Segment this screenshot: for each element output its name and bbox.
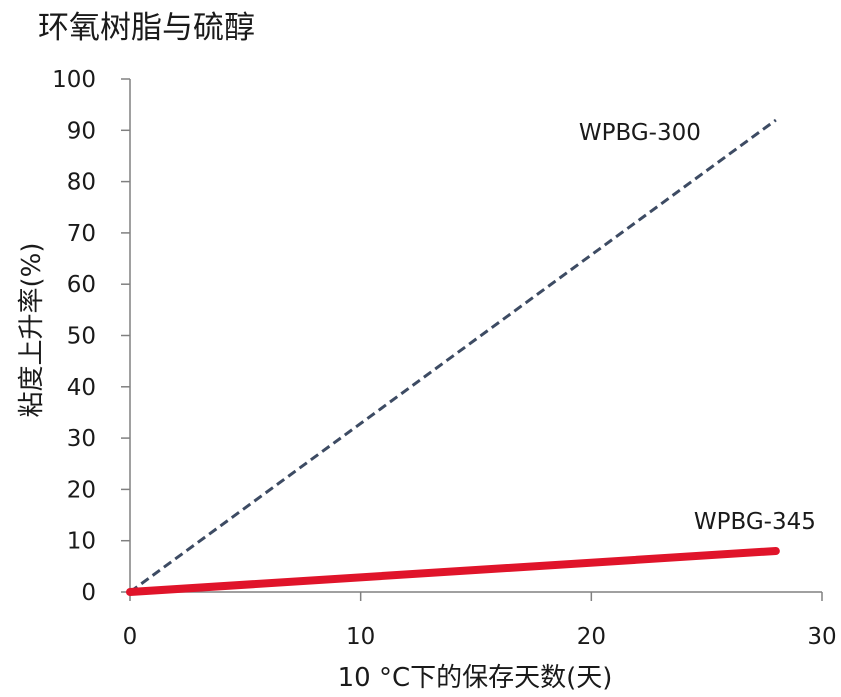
series-line-wpbg-300	[129, 118, 777, 594]
x-axis-title: 10 °C下的保存天数(天)	[338, 663, 613, 693]
x-tick-label: 0	[123, 624, 138, 650]
x-tick-label: 20	[577, 624, 606, 650]
series-line-wpbg-345	[126, 546, 780, 596]
y-tick-label: 30	[67, 426, 96, 452]
series-label: WPBG-300	[579, 120, 701, 146]
series-labels: WPBG-300 WPBG-345	[579, 120, 816, 535]
y-tick-label: 60	[67, 272, 96, 298]
y-tick-label: 20	[67, 477, 96, 503]
y-tick-label: 40	[67, 375, 96, 401]
y-tick-label: 90	[67, 118, 96, 144]
y-tick-label: 70	[67, 221, 96, 247]
y-tick-label: 80	[67, 170, 96, 196]
chart-title: 环氧树脂与硫醇	[38, 10, 255, 46]
series-group	[126, 118, 780, 596]
x-tick-label: 10	[346, 624, 375, 650]
y-tick-label: 10	[67, 529, 96, 555]
y-tick-label: 0	[81, 580, 96, 606]
y-tick-label: 50	[67, 324, 96, 350]
y-tick-label: 100	[52, 67, 96, 93]
x-tick-label: 30	[807, 624, 836, 650]
y-axis-title: 粘度上升率(%)	[17, 243, 47, 418]
axes: 0 10 20 30 40 50 60 70 80 90 100 0 10 20 30	[52, 67, 837, 650]
series-label: WPBG-345	[694, 509, 816, 535]
